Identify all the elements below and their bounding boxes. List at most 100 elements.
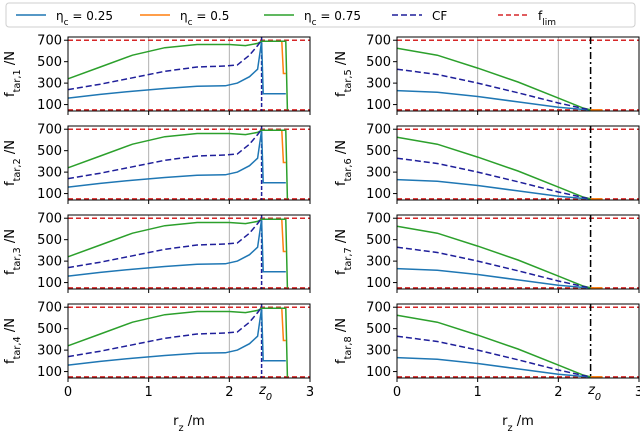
axes-frame	[396, 214, 640, 290]
y-tick-label: 100	[366, 276, 391, 291]
series-line	[67, 218, 289, 288]
series-line	[67, 129, 289, 199]
x-tick-label: 1	[145, 385, 153, 400]
y-tick-label: 700	[37, 212, 62, 227]
y-tick-label: 100	[37, 276, 62, 291]
y-tick-label: 300	[37, 77, 62, 92]
panel: 100 300 500 700 ftar,3 /N	[3, 212, 311, 293]
plot-area	[68, 126, 310, 200]
y-tick-label: 300	[366, 166, 391, 181]
series-line	[396, 178, 591, 200]
series-line	[396, 246, 591, 289]
series-line	[67, 40, 289, 110]
z0-label: z0	[258, 383, 272, 403]
y-axis-label: ftar,1 /N	[3, 51, 23, 97]
legend: ηc = 0.25 ηc = 0.5 ηc = 0.75 CF flim	[5, 2, 636, 28]
x-axis-label: rz /m	[173, 414, 205, 431]
y-tick-label: 100	[37, 365, 62, 380]
y-axis-label: ftar,3 /N	[3, 229, 23, 275]
series-line	[396, 157, 591, 200]
x-tick-label: 2	[554, 385, 562, 400]
x-tick-label: 0	[393, 385, 401, 400]
y-tick-label: 700	[37, 301, 62, 316]
y-tick-label: 500	[37, 144, 62, 159]
y-tick-label: 500	[366, 144, 391, 159]
y-axis-label: ftar,8 /N	[334, 318, 354, 364]
legend-label: CF	[432, 9, 447, 23]
z0-label: z0	[587, 383, 601, 403]
legend-label: ηc = 0.25	[56, 9, 113, 28]
y-tick-label: 500	[37, 233, 62, 248]
axes-frame	[396, 303, 640, 379]
series-line	[396, 68, 591, 111]
legend-label: flim	[538, 9, 556, 28]
y-axis-label: ftar,6 /N	[334, 140, 354, 186]
series-line	[67, 39, 263, 91]
y-tick-label: 500	[37, 322, 62, 337]
series-line	[396, 267, 591, 289]
series-line	[67, 307, 289, 377]
legend-label: ηc = 0.75	[304, 9, 361, 28]
axes-frame	[67, 214, 311, 290]
legend-label: ηc = 0.5	[180, 9, 229, 28]
series-line	[67, 128, 263, 180]
y-axis-label: ftar,2 /N	[3, 140, 23, 186]
y-tick-label: 500	[366, 233, 391, 248]
y-axis-label: ftar,7 /N	[334, 229, 354, 275]
panel: 100 300 500 700 ftar,1 /N	[3, 34, 311, 115]
y-tick-label: 700	[37, 34, 62, 49]
panel: 100 300 500 700 ftar,7 /N	[334, 212, 640, 293]
plot-area	[68, 37, 310, 111]
y-tick-label: 300	[37, 255, 62, 270]
series-line	[67, 308, 286, 366]
x-tick-label: 0	[64, 385, 72, 400]
series-line	[396, 356, 591, 378]
y-tick-label: 500	[366, 322, 391, 337]
y-tick-label: 300	[37, 344, 62, 359]
series-line	[396, 335, 591, 378]
y-tick-label: 100	[366, 98, 391, 113]
axes-frame	[67, 303, 311, 379]
panel: 100 300 500 700 ftar,5 /N	[334, 34, 640, 115]
y-tick-label: 700	[366, 123, 391, 138]
series-line	[396, 89, 591, 111]
plot-area	[68, 304, 310, 378]
y-tick-label: 700	[366, 301, 391, 316]
series-line	[67, 219, 286, 277]
y-axis-label: ftar,5 /N	[334, 51, 354, 97]
y-tick-label: 100	[366, 187, 391, 202]
series-line	[67, 306, 263, 358]
axes-frame	[67, 125, 311, 201]
y-tick-label: 100	[37, 98, 62, 113]
plot-area	[68, 215, 310, 289]
panel: 100 300 500 700 ftar,2 /N	[3, 123, 311, 204]
series-line	[67, 217, 263, 269]
x-axis-labels: rz /m rz /m	[173, 414, 534, 431]
series-line	[67, 130, 286, 188]
x-tick-label: 1	[474, 385, 482, 400]
axes-frame	[396, 125, 640, 201]
x-tick-label: 3	[306, 385, 314, 400]
x-axis-label: rz /m	[502, 414, 534, 431]
legend-frame	[5, 2, 636, 28]
series-line	[67, 41, 286, 99]
y-tick-label: 300	[366, 77, 391, 92]
y-tick-label: 500	[366, 55, 391, 70]
y-tick-label: 700	[37, 123, 62, 138]
x-tick-label: 3	[635, 385, 640, 400]
y-tick-label: 100	[366, 365, 391, 380]
x-tick-label: 2	[225, 385, 233, 400]
y-tick-label: 300	[366, 255, 391, 270]
y-tick-label: 700	[366, 212, 391, 227]
panel: 100 300 500 700 ftar,6 /N	[334, 123, 640, 204]
y-tick-label: 500	[37, 55, 62, 70]
axes-frame	[67, 36, 311, 112]
panel: 100 300 500 700 ftar,4 /N 0 1 2 3 z0	[3, 301, 314, 403]
y-tick-label: 300	[366, 344, 391, 359]
y-tick-label: 100	[37, 187, 62, 202]
panel: 100 300 500 700 ftar,8 /N 0 1 2 3 z0	[334, 301, 640, 403]
y-tick-label: 300	[37, 166, 62, 181]
y-tick-label: 700	[366, 34, 391, 49]
